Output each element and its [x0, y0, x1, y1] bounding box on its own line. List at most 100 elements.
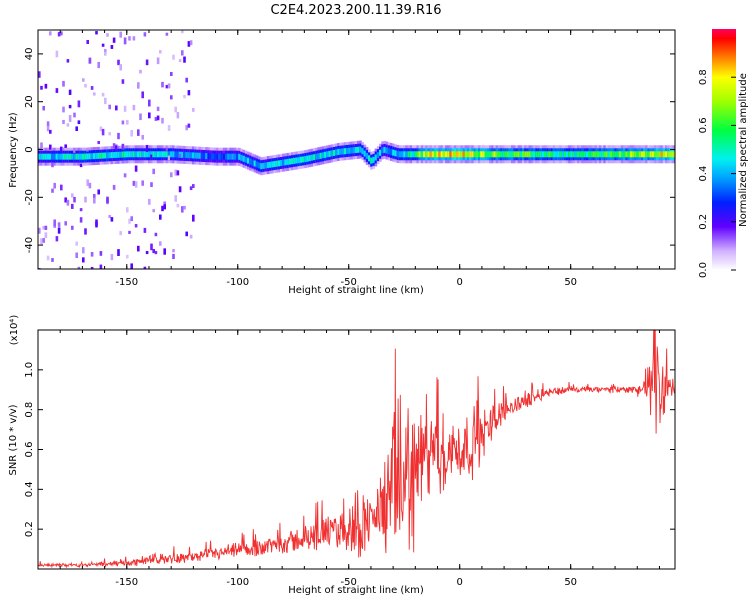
heatmap-cell [673, 151, 675, 158]
heatmap-cell [49, 129, 52, 134]
heatmap-cell [126, 151, 129, 158]
heatmap-cell [75, 153, 78, 160]
heatmap-cell [434, 151, 437, 158]
heatmap-cell [262, 162, 265, 169]
heatmap-cell [156, 106, 160, 112]
heatmap-cell [513, 151, 516, 158]
heatmap-cell [671, 151, 675, 158]
heatmap-cell [493, 151, 496, 158]
heatmap-cell [660, 151, 664, 158]
heatmap-cell [62, 106, 65, 113]
heatmap-cell [552, 151, 556, 158]
heatmap-cell [605, 151, 609, 158]
heatmap-cell [86, 153, 89, 160]
heatmap-cell [379, 149, 382, 156]
heatmap-cell [137, 245, 140, 252]
heatmap-cell [42, 153, 45, 160]
heatmap-cell [398, 151, 402, 158]
heatmap-cell [374, 154, 378, 161]
heatmap-cell [304, 156, 307, 163]
heatmap-cell [112, 143, 116, 149]
heatmap-cell [376, 152, 380, 159]
heatmap-cell [330, 150, 334, 157]
heatmap-cell [46, 153, 50, 160]
heatmap-cell [363, 150, 367, 157]
heatmap-cell [46, 121, 50, 126]
colorbar-tick-label: 0.8 [698, 69, 709, 85]
heatmap-cell [148, 198, 151, 205]
heatmap-cell [143, 227, 147, 233]
heatmap-cell [561, 151, 565, 158]
heatmap-cell [420, 151, 424, 158]
heatmap-cell [93, 197, 96, 204]
heatmap-cell [297, 157, 301, 164]
heatmap-cell [90, 153, 94, 160]
heatmap-cell [152, 168, 155, 175]
heatmap-cell [152, 249, 155, 254]
heatmap-cell [299, 156, 303, 163]
heatmap-cell [88, 182, 92, 189]
snr-x-ticks: -150 -100 -50 0 50 [37, 330, 660, 588]
heatmap-cell [618, 151, 622, 158]
heatmap-cell [49, 153, 52, 160]
heatmap-cell [141, 91, 144, 99]
heatmap-cell [352, 147, 356, 154]
heatmap-cell [645, 151, 648, 158]
heatmap-cell [123, 151, 127, 158]
heatmap-cell [585, 151, 589, 158]
heatmap-cell [71, 153, 74, 160]
heatmap-cell [163, 248, 166, 255]
heatmap-cell [150, 182, 153, 188]
heatmap-cell [108, 214, 111, 219]
heatmap-cell [62, 153, 65, 160]
heatmap-cell [632, 151, 635, 158]
heatmap-cell [161, 81, 164, 88]
heatmap-cell [596, 151, 600, 158]
heatmap-cell [84, 83, 87, 88]
spectrogram-y-tick-label: 20 [24, 95, 35, 108]
heatmap-cell [491, 151, 494, 158]
heatmap-cell [346, 147, 349, 154]
snr-y-multiplier: (x10⁴) [9, 315, 20, 346]
heatmap-cell [453, 151, 457, 158]
heatmap-cell [651, 151, 655, 158]
heatmap-cell [99, 152, 103, 159]
heatmap-cell [49, 31, 52, 36]
heatmap-cell [471, 151, 474, 158]
heatmap-cell [530, 151, 534, 158]
heatmap-cell [139, 151, 142, 158]
heatmap-cell [53, 182, 56, 189]
heatmap-cell [154, 117, 158, 121]
heatmap-cell [594, 151, 598, 158]
heatmap-cell [101, 92, 105, 97]
heatmap-cell [183, 94, 186, 99]
heatmap-cell [165, 151, 169, 158]
heatmap-cell [194, 152, 197, 159]
heatmap-cell [271, 161, 274, 168]
heatmap-cell [403, 151, 406, 158]
heatmap-cell [583, 151, 587, 158]
heatmap-cell [121, 120, 125, 125]
heatmap-cell [616, 151, 620, 158]
heatmap-cell [145, 151, 149, 158]
heatmap-cell [145, 144, 149, 152]
snr-line-layer [38, 330, 675, 569]
heatmap-cell [176, 170, 180, 176]
heatmap-cell [187, 90, 191, 96]
heatmap-cell [108, 104, 111, 110]
heatmap-cell [44, 153, 48, 160]
heatmap-cell [141, 151, 144, 158]
snr-y-tick-label: 0.6 [24, 442, 35, 458]
heatmap-cell [106, 33, 109, 37]
heatmap-cell [84, 228, 87, 235]
heatmap-cell [170, 95, 173, 100]
heatmap-cell [282, 159, 285, 166]
heatmap-cell [159, 241, 162, 246]
heatmap-cell [99, 126, 103, 132]
heatmap-cell [665, 151, 668, 158]
heatmap-cell [121, 79, 125, 84]
heatmap-cell [97, 61, 100, 69]
heatmap-cell [95, 152, 98, 159]
spectrogram-y-axis-label: Frequency (Hz) [8, 112, 19, 188]
